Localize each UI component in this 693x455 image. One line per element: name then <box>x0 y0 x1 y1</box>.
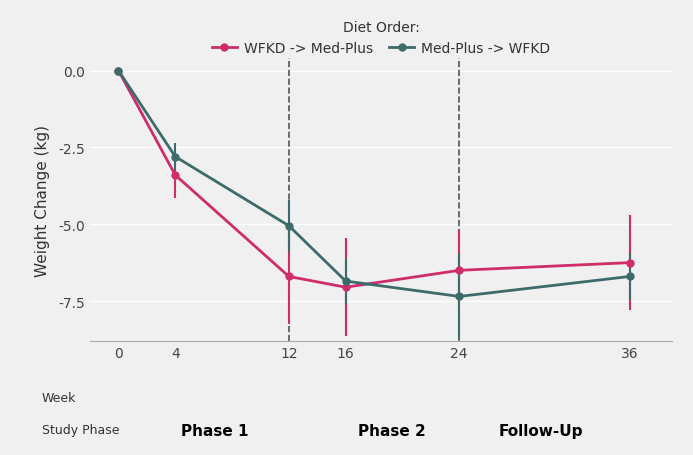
Text: Follow-Up: Follow-Up <box>498 423 583 438</box>
Legend: WFKD -> Med-Plus, Med-Plus -> WFKD: WFKD -> Med-Plus, Med-Plus -> WFKD <box>207 15 556 61</box>
Text: Week: Week <box>42 391 76 404</box>
Text: Phase 1: Phase 1 <box>181 423 249 438</box>
Y-axis label: Weight Change (kg): Weight Change (kg) <box>35 124 50 276</box>
Text: Study Phase: Study Phase <box>42 423 119 436</box>
Text: Phase 2: Phase 2 <box>358 423 426 438</box>
